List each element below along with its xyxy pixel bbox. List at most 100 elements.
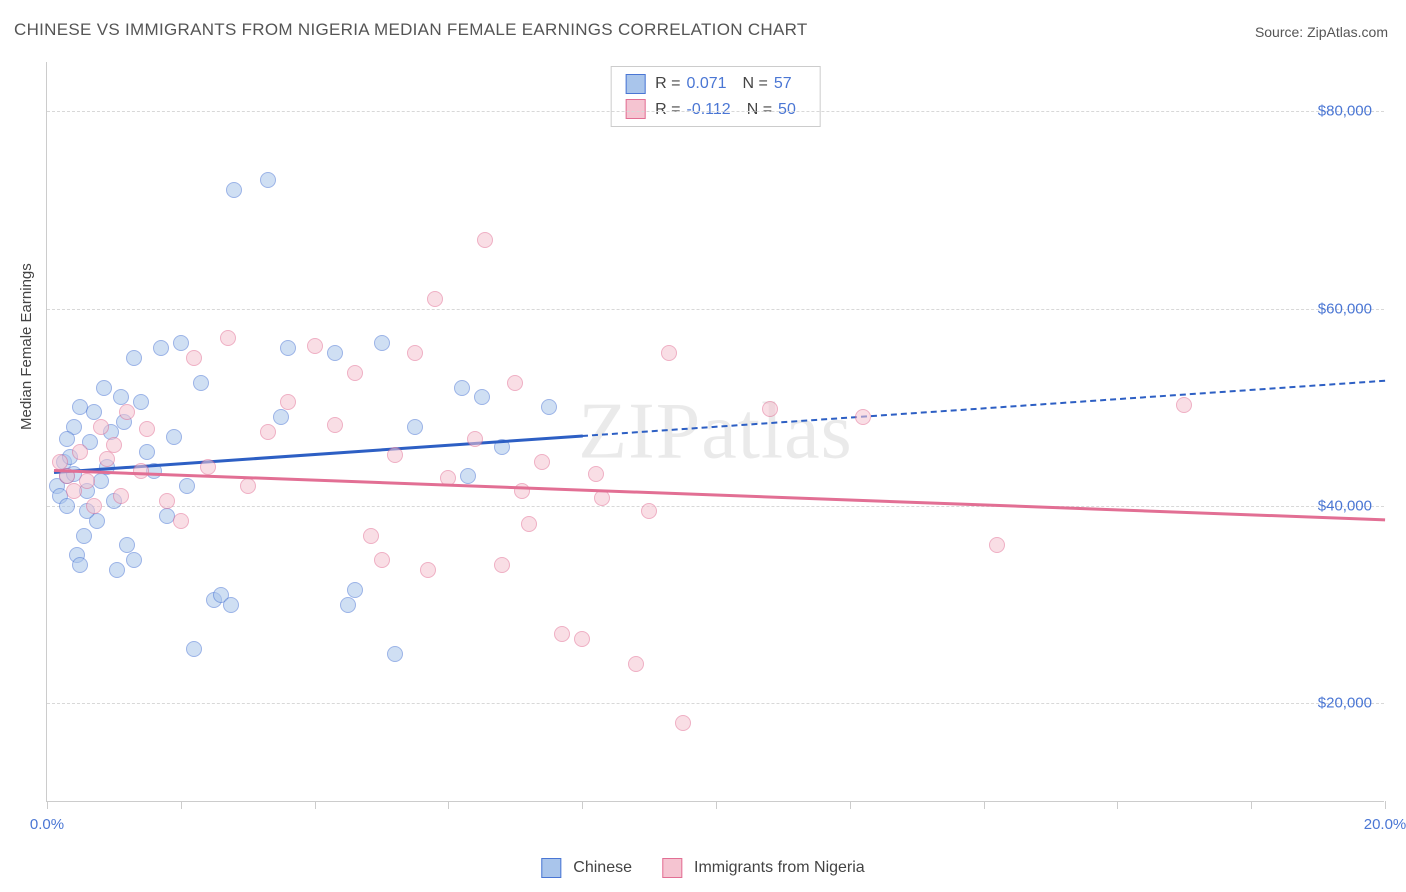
scatter-point: [1176, 397, 1192, 413]
scatter-point: [474, 389, 490, 405]
scatter-point: [76, 528, 92, 544]
x-tick: [582, 801, 583, 809]
y-tick-label: $40,000: [1318, 498, 1372, 515]
y-tick-label: $80,000: [1318, 103, 1372, 120]
scatter-point: [407, 345, 423, 361]
stats-row: R = 0.071N = 57: [625, 71, 806, 97]
scatter-point: [223, 597, 239, 613]
scatter-point: [521, 516, 537, 532]
scatter-point: [534, 454, 550, 470]
scatter-point: [374, 335, 390, 351]
scatter-point: [72, 557, 88, 573]
scatter-point: [989, 537, 1005, 553]
scatter-point: [574, 631, 590, 647]
scatter-point: [133, 394, 149, 410]
x-tick-label: 0.0%: [30, 816, 64, 833]
scatter-point: [93, 419, 109, 435]
x-tick: [47, 801, 48, 809]
x-tick: [1385, 801, 1386, 809]
scatter-point: [86, 498, 102, 514]
stat-r-label: R =: [655, 71, 680, 97]
scatter-point: [661, 345, 677, 361]
scatter-point: [139, 421, 155, 437]
trend-line: [54, 469, 1385, 521]
source-attribution: Source: ZipAtlas.com: [1255, 24, 1388, 40]
scatter-point: [59, 431, 75, 447]
scatter-point: [200, 459, 216, 475]
stat-n-label: N =: [743, 71, 768, 97]
gridline: [47, 703, 1384, 704]
scatter-point: [460, 468, 476, 484]
scatter-point: [96, 380, 112, 396]
scatter-point: [347, 365, 363, 381]
gridline: [47, 506, 1384, 507]
scatter-point: [260, 172, 276, 188]
scatter-point: [186, 641, 202, 657]
scatter-point: [179, 478, 195, 494]
x-tick: [1251, 801, 1252, 809]
scatter-point: [99, 451, 115, 467]
scatter-point: [762, 401, 778, 417]
stat-n-label: N =: [747, 97, 772, 123]
scatter-point: [280, 394, 296, 410]
stat-r-label: R =: [655, 97, 680, 123]
source-prefix: Source:: [1255, 24, 1307, 40]
scatter-point: [126, 350, 142, 366]
scatter-point: [86, 404, 102, 420]
scatter-point: [220, 330, 236, 346]
scatter-point: [159, 493, 175, 509]
scatter-point: [588, 466, 604, 482]
scatter-point: [855, 409, 871, 425]
chart-title: CHINESE VS IMMIGRANTS FROM NIGERIA MEDIA…: [14, 20, 808, 40]
x-tick: [315, 801, 316, 809]
scatter-point: [260, 424, 276, 440]
scatter-point: [327, 345, 343, 361]
stat-r-value: -0.112: [687, 97, 731, 123]
scatter-point: [193, 375, 209, 391]
x-tick: [181, 801, 182, 809]
legend-swatch: [662, 858, 682, 878]
legend-item: Chinese: [541, 858, 632, 878]
scatter-point: [327, 417, 343, 433]
scatter-point: [173, 513, 189, 529]
scatter-point: [166, 429, 182, 445]
scatter-point: [106, 437, 122, 453]
y-axis-label: Median Female Earnings: [18, 263, 35, 430]
scatter-point: [273, 409, 289, 425]
x-tick: [1117, 801, 1118, 809]
x-tick-label: 20.0%: [1364, 816, 1406, 833]
scatter-point: [173, 335, 189, 351]
scatter-chart: ZIPatlas R = 0.071N = 57R = -0.112N = 50…: [46, 62, 1384, 802]
gridline: [47, 309, 1384, 310]
scatter-point: [119, 404, 135, 420]
gridline: [47, 111, 1384, 112]
scatter-point: [240, 478, 256, 494]
scatter-point: [427, 291, 443, 307]
scatter-point: [113, 389, 129, 405]
scatter-point: [59, 498, 75, 514]
x-tick: [448, 801, 449, 809]
scatter-point: [226, 182, 242, 198]
y-tick-label: $20,000: [1318, 695, 1372, 712]
scatter-point: [363, 528, 379, 544]
legend-swatch: [541, 858, 561, 878]
series-swatch: [625, 99, 645, 119]
scatter-point: [554, 626, 570, 642]
scatter-point: [374, 552, 390, 568]
trend-line-extrapolated: [582, 380, 1385, 437]
scatter-point: [126, 552, 142, 568]
scatter-point: [628, 656, 644, 672]
scatter-point: [594, 490, 610, 506]
scatter-point: [454, 380, 470, 396]
stats-row: R = -0.112 N = 50: [625, 97, 806, 123]
scatter-point: [72, 444, 88, 460]
source-link[interactable]: ZipAtlas.com: [1307, 24, 1388, 40]
scatter-point: [153, 340, 169, 356]
stat-n-value: 50: [778, 97, 796, 123]
correlation-stats-box: R = 0.071N = 57R = -0.112 N = 50: [610, 66, 821, 127]
scatter-point: [280, 340, 296, 356]
scatter-point: [109, 562, 125, 578]
scatter-point: [307, 338, 323, 354]
series-swatch: [625, 74, 645, 94]
legend-label: Immigrants from Nigeria: [694, 859, 865, 877]
